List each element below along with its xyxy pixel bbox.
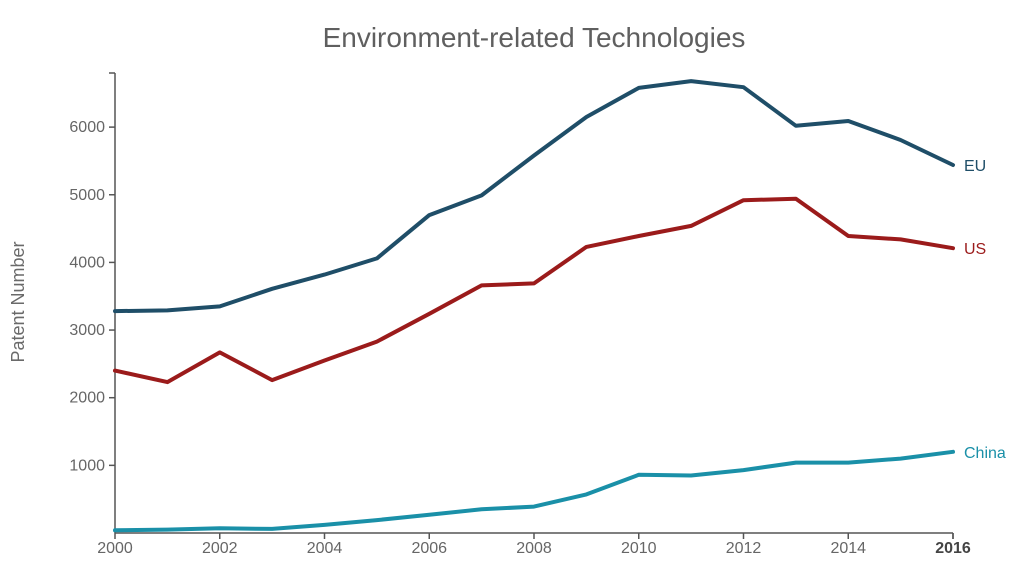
x-tick-label: 2012	[726, 540, 762, 557]
y-axis-label: Patent Number	[8, 241, 28, 362]
x-tick-label: 2004	[307, 540, 343, 557]
series-label-china: China	[964, 445, 1006, 462]
x-tick-label: 2014	[830, 540, 866, 557]
y-tick-label: 1000	[69, 457, 105, 474]
chart-title: Environment-related Technologies	[323, 22, 746, 53]
y-tick-label: 5000	[69, 187, 105, 204]
x-tick-label: 2010	[621, 540, 657, 557]
x-tick-label: 2008	[516, 540, 552, 557]
y-tick-label: 4000	[69, 254, 105, 271]
axes: 1000 2000 3000 4000 5000 6000 2000 2002 2004 2006…	[69, 72, 971, 557]
series-group: EU US China	[113, 79, 1006, 533]
series-label-us: US	[964, 241, 986, 258]
series-line-us	[113, 196, 955, 385]
y-tick-label: 3000	[69, 322, 105, 339]
x-tick-label: 2000	[97, 540, 133, 557]
series-line-china	[113, 449, 955, 533]
y-tick-label: 2000	[69, 390, 105, 407]
x-tick-label: 2016	[935, 540, 971, 557]
x-tick-label: 2006	[411, 540, 447, 557]
series-line-eu	[113, 79, 955, 314]
x-tick-label: 2002	[202, 540, 238, 557]
series-label-eu: EU	[964, 158, 986, 175]
y-tick-label: 6000	[69, 119, 105, 136]
